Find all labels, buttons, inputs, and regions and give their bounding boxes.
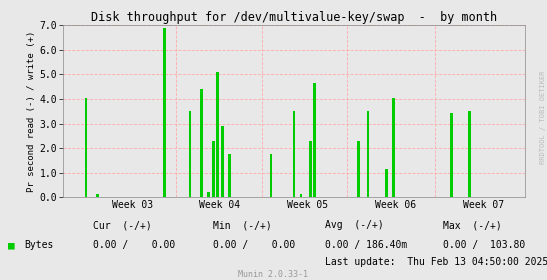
Text: 0.00 /    0.00: 0.00 / 0.00 bbox=[93, 240, 175, 250]
Bar bbox=[300, 194, 302, 197]
Bar bbox=[207, 192, 210, 197]
Bar bbox=[468, 111, 471, 197]
Bar bbox=[212, 141, 214, 197]
Text: Max  (-/+): Max (-/+) bbox=[443, 220, 502, 230]
Bar bbox=[200, 89, 203, 197]
Title: Disk throughput for /dev/multivalue-key/swap  -  by month: Disk throughput for /dev/multivalue-key/… bbox=[91, 11, 497, 24]
Text: Last update:  Thu Feb 13 04:50:00 2025: Last update: Thu Feb 13 04:50:00 2025 bbox=[325, 257, 547, 267]
Text: Bytes: Bytes bbox=[25, 240, 54, 250]
Text: Min  (-/+): Min (-/+) bbox=[213, 220, 272, 230]
Text: ■: ■ bbox=[8, 240, 15, 250]
Text: Cur  (-/+): Cur (-/+) bbox=[93, 220, 152, 230]
Bar bbox=[163, 28, 166, 197]
Bar bbox=[450, 113, 452, 197]
Text: RRDTOOL / TOBI OETIKER: RRDTOOL / TOBI OETIKER bbox=[540, 71, 546, 164]
Text: 0.00 / 186.40m: 0.00 / 186.40m bbox=[325, 240, 408, 250]
Bar bbox=[366, 111, 369, 197]
Bar bbox=[85, 98, 88, 197]
Bar bbox=[189, 111, 191, 197]
Bar bbox=[293, 111, 295, 197]
Bar bbox=[313, 83, 316, 197]
Text: 0.00 /  103.80: 0.00 / 103.80 bbox=[443, 240, 525, 250]
Y-axis label: Pr second read (-) / write (+): Pr second read (-) / write (+) bbox=[27, 31, 36, 192]
Text: Avg  (-/+): Avg (-/+) bbox=[325, 220, 384, 230]
Bar bbox=[221, 126, 224, 197]
Bar bbox=[96, 194, 99, 197]
Text: 0.00 /    0.00: 0.00 / 0.00 bbox=[213, 240, 295, 250]
Bar bbox=[385, 169, 388, 197]
Bar bbox=[357, 141, 360, 197]
Bar bbox=[309, 141, 312, 197]
Text: Munin 2.0.33-1: Munin 2.0.33-1 bbox=[238, 270, 309, 279]
Bar bbox=[228, 154, 231, 197]
Bar bbox=[217, 72, 219, 197]
Bar bbox=[392, 98, 395, 197]
Bar bbox=[270, 154, 272, 197]
